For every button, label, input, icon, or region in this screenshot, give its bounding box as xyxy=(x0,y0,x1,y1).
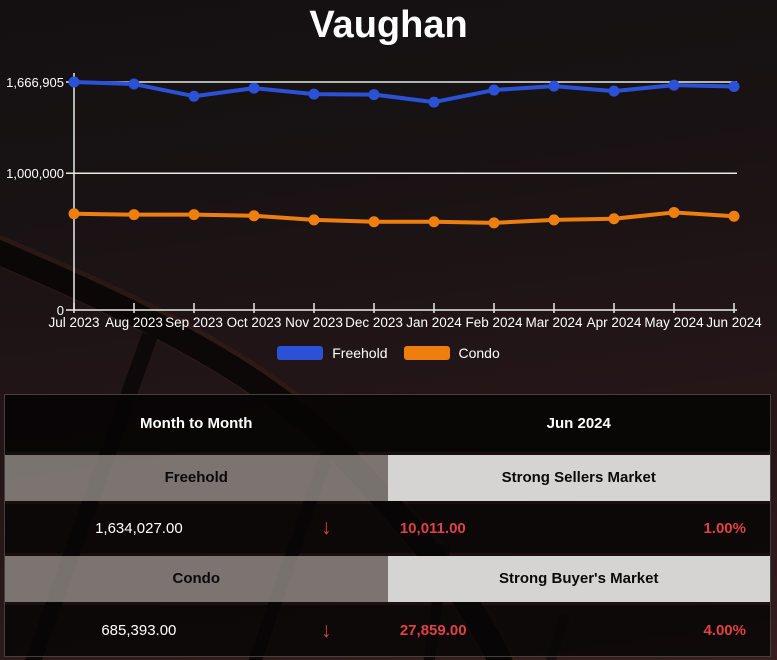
freehold-values-row: 1,634,027.00 ↓ 10,011.00 1.00% xyxy=(5,503,770,553)
table-header-row: Month to Month Jun 2024 xyxy=(5,395,770,452)
condo-data-point xyxy=(188,209,200,221)
condo-data-point xyxy=(368,216,380,228)
x-axis-label: Feb 2024 xyxy=(465,315,523,330)
condo-data-point xyxy=(728,210,740,222)
freehold-change: 10,011.00 xyxy=(399,519,466,537)
market-summary-table: Month to Month Jun 2024 Freehold Strong … xyxy=(4,394,771,657)
freehold-data-point xyxy=(428,96,440,108)
condo-label-row: Condo Strong Buyer's Market xyxy=(5,553,770,605)
page-title: Vaughan xyxy=(309,4,468,46)
condo-data-point xyxy=(608,213,620,225)
y-axis-label: 1,000,000 xyxy=(6,166,64,181)
condo-data-point xyxy=(308,214,320,226)
freehold-label: Freehold xyxy=(5,454,388,501)
x-axis-label: Oct 2023 xyxy=(227,315,282,330)
freehold-label-row: Freehold Strong Sellers Market xyxy=(5,452,770,504)
x-axis-label: Jun 2024 xyxy=(706,315,762,330)
freehold-data-point xyxy=(488,84,500,96)
x-axis-label: Jan 2024 xyxy=(406,315,462,330)
chart-legend: Freehold Condo xyxy=(0,345,777,361)
condo-legend-label: Condo xyxy=(458,345,500,361)
freehold-data-point xyxy=(248,82,260,94)
condo-data-point xyxy=(428,216,440,228)
condo-data-point xyxy=(488,217,500,229)
legend-item-freehold: Freehold xyxy=(277,345,388,361)
x-axis-label: Jul 2023 xyxy=(48,315,99,330)
freehold-line xyxy=(72,80,736,105)
freehold-data-point xyxy=(668,79,680,91)
condo-change: 27,859.00 xyxy=(399,622,467,640)
x-axis-label: Aug 2023 xyxy=(105,315,163,330)
condo-data-point xyxy=(668,206,680,218)
x-axis-label: Mar 2024 xyxy=(525,315,583,330)
condo-swatch xyxy=(403,346,450,360)
freehold-data-point xyxy=(548,80,560,92)
condo-values-row: 685,393.00 ↓ 27,859.00 4.00% xyxy=(5,605,770,656)
header-current-month: Jun 2024 xyxy=(546,414,611,432)
condo-data-point xyxy=(68,208,80,220)
freehold-data-point xyxy=(188,90,200,102)
condo-percent: 4.00% xyxy=(703,622,746,640)
freehold-market-status: Strong Sellers Market xyxy=(387,454,770,501)
freehold-data-point xyxy=(728,80,740,92)
freehold-price: 1,634,027.00 xyxy=(95,519,183,537)
x-axis-label: Nov 2023 xyxy=(285,315,343,330)
down-arrow-icon: ↓ xyxy=(321,618,332,642)
y-axis-label: 0 xyxy=(57,303,64,318)
condo-data-point xyxy=(128,209,140,221)
condo-data-point xyxy=(248,210,260,222)
condo-data-point xyxy=(548,214,560,226)
legend-item-condo: Condo xyxy=(403,345,500,361)
freehold-percent: 1.00% xyxy=(703,519,746,537)
freehold-data-point xyxy=(68,76,80,88)
down-arrow-icon: ↓ xyxy=(321,516,332,540)
condo-label: Condo xyxy=(5,555,388,603)
freehold-swatch xyxy=(277,346,324,360)
y-axis-label: 1,666,905 xyxy=(6,75,64,90)
x-axis-label: Apr 2024 xyxy=(587,315,642,330)
x-axis-label: May 2024 xyxy=(644,315,704,330)
header-month-to-month: Month to Month xyxy=(140,414,253,432)
freehold-legend-label: Freehold xyxy=(332,345,388,361)
freehold-data-point xyxy=(308,88,320,100)
condo-line xyxy=(72,210,736,225)
freehold-data-point xyxy=(128,78,140,90)
freehold-data-point xyxy=(368,89,380,101)
condo-price: 685,393.00 xyxy=(101,622,177,640)
x-axis-label: Sep 2023 xyxy=(165,315,223,330)
condo-market-status: Strong Buyer's Market xyxy=(387,555,770,603)
freehold-data-point xyxy=(608,85,620,97)
x-axis-label: Dec 2023 xyxy=(345,315,403,330)
